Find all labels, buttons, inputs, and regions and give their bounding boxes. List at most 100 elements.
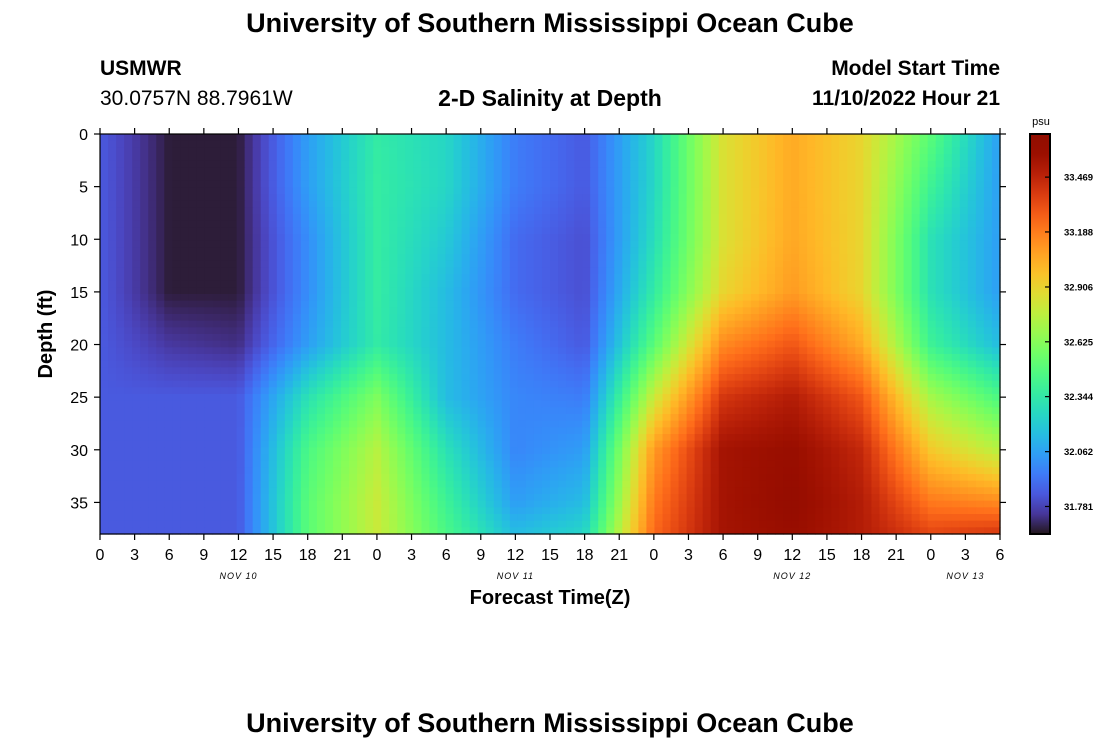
heatmap-cell	[622, 274, 631, 282]
heatmap-cell	[108, 340, 117, 348]
heatmap-cell	[493, 327, 503, 335]
heatmap-cell	[630, 387, 639, 395]
heatmap-cell	[276, 194, 286, 202]
heatmap-cell	[799, 260, 808, 268]
heatmap-cell	[783, 414, 792, 422]
heatmap-cell	[959, 180, 969, 188]
heatmap-cell	[558, 214, 567, 222]
heatmap-cell	[453, 294, 463, 302]
heatmap-cell	[750, 147, 760, 155]
heatmap-cell	[959, 394, 969, 402]
heatmap-cell	[445, 287, 455, 295]
heatmap-cell	[405, 247, 414, 255]
heatmap-cell	[541, 294, 551, 302]
heatmap-cell	[517, 320, 527, 328]
heatmap-cell	[991, 360, 1001, 368]
heatmap-cell	[485, 420, 495, 428]
heatmap-cell	[124, 134, 133, 142]
heatmap-cell	[501, 414, 511, 422]
heatmap-cell	[654, 380, 664, 388]
heatmap-cell	[188, 160, 198, 168]
heatmap-cell	[863, 267, 873, 275]
heatmap-cell	[839, 160, 848, 168]
heatmap-cell	[766, 154, 776, 162]
heatmap-cell	[807, 220, 816, 228]
heatmap-cell	[284, 307, 294, 315]
heatmap-cell	[156, 287, 165, 295]
heatmap-cell	[606, 400, 615, 408]
heatmap-cell	[525, 274, 535, 282]
heatmap-cell	[750, 327, 760, 335]
heatmap-cell	[758, 160, 768, 168]
heatmap-cell	[188, 134, 198, 142]
heatmap-cell	[421, 407, 431, 415]
heatmap-cell	[879, 227, 889, 235]
heatmap-cell	[533, 307, 543, 315]
heatmap-cell	[702, 187, 712, 195]
heatmap-cell	[477, 254, 487, 262]
heatmap-cell	[670, 307, 680, 315]
heatmap-cell	[742, 420, 752, 428]
heatmap-cell	[630, 254, 639, 262]
heatmap-cell	[140, 294, 149, 302]
heatmap-cell	[100, 180, 109, 188]
heatmap-cell	[614, 420, 623, 428]
heatmap-cell	[614, 294, 623, 302]
heatmap-cell	[333, 180, 342, 188]
heatmap-cell	[421, 414, 431, 422]
heatmap-cell	[558, 414, 567, 422]
heatmap-cell	[855, 414, 864, 422]
heatmap-cell	[566, 394, 575, 402]
heatmap-cell	[116, 187, 125, 195]
heatmap-cell	[815, 214, 824, 222]
heatmap-cell	[582, 320, 591, 328]
heatmap-cell	[678, 234, 688, 242]
heatmap-cell	[365, 327, 374, 335]
heatmap-cell	[726, 234, 736, 242]
heatmap-cell	[196, 414, 206, 422]
heatmap-cell	[316, 380, 326, 388]
heatmap-cell	[501, 354, 511, 362]
heatmap-cell	[742, 400, 752, 408]
heatmap-cell	[188, 287, 198, 295]
heatmap-cell	[172, 234, 181, 242]
heatmap-cell	[726, 247, 736, 255]
heatmap-cell	[887, 154, 897, 162]
heatmap-cell	[670, 374, 680, 382]
heatmap-cell	[228, 247, 238, 255]
heatmap-cell	[429, 167, 439, 175]
heatmap-cell	[919, 200, 929, 208]
heatmap-cell	[638, 374, 648, 382]
heatmap-cell	[397, 134, 406, 142]
heatmap-cell	[895, 254, 905, 262]
heatmap-cell	[582, 400, 591, 408]
heatmap-cell	[943, 320, 953, 328]
heatmap-cell	[807, 294, 816, 302]
heatmap-cell	[236, 207, 246, 215]
heatmap-cell	[485, 154, 495, 162]
heatmap-cell	[614, 327, 623, 335]
heatmap-cell	[244, 234, 254, 242]
heatmap-cell	[911, 314, 921, 322]
heatmap-cell	[244, 407, 254, 415]
heatmap-cell	[590, 314, 599, 322]
heatmap-cell	[630, 334, 639, 342]
heatmap-cell	[622, 387, 631, 395]
heatmap-cell	[244, 147, 254, 155]
heatmap-cell	[316, 387, 326, 395]
heatmap-cell	[550, 254, 559, 262]
heatmap-cell	[413, 134, 423, 142]
heatmap-cell	[341, 360, 350, 368]
heatmap-cell	[550, 174, 559, 182]
heatmap-cell	[397, 234, 406, 242]
heatmap-cell	[871, 214, 881, 222]
heatmap-cell	[373, 187, 382, 195]
heatmap-cell	[316, 194, 326, 202]
heatmap-cell	[220, 280, 230, 288]
heatmap-cell	[807, 274, 816, 282]
heatmap-cell	[887, 214, 897, 222]
heatmap-cell	[646, 347, 656, 355]
heatmap-cell	[236, 220, 246, 228]
heatmap-cell	[533, 194, 543, 202]
heatmap-cell	[734, 274, 744, 282]
